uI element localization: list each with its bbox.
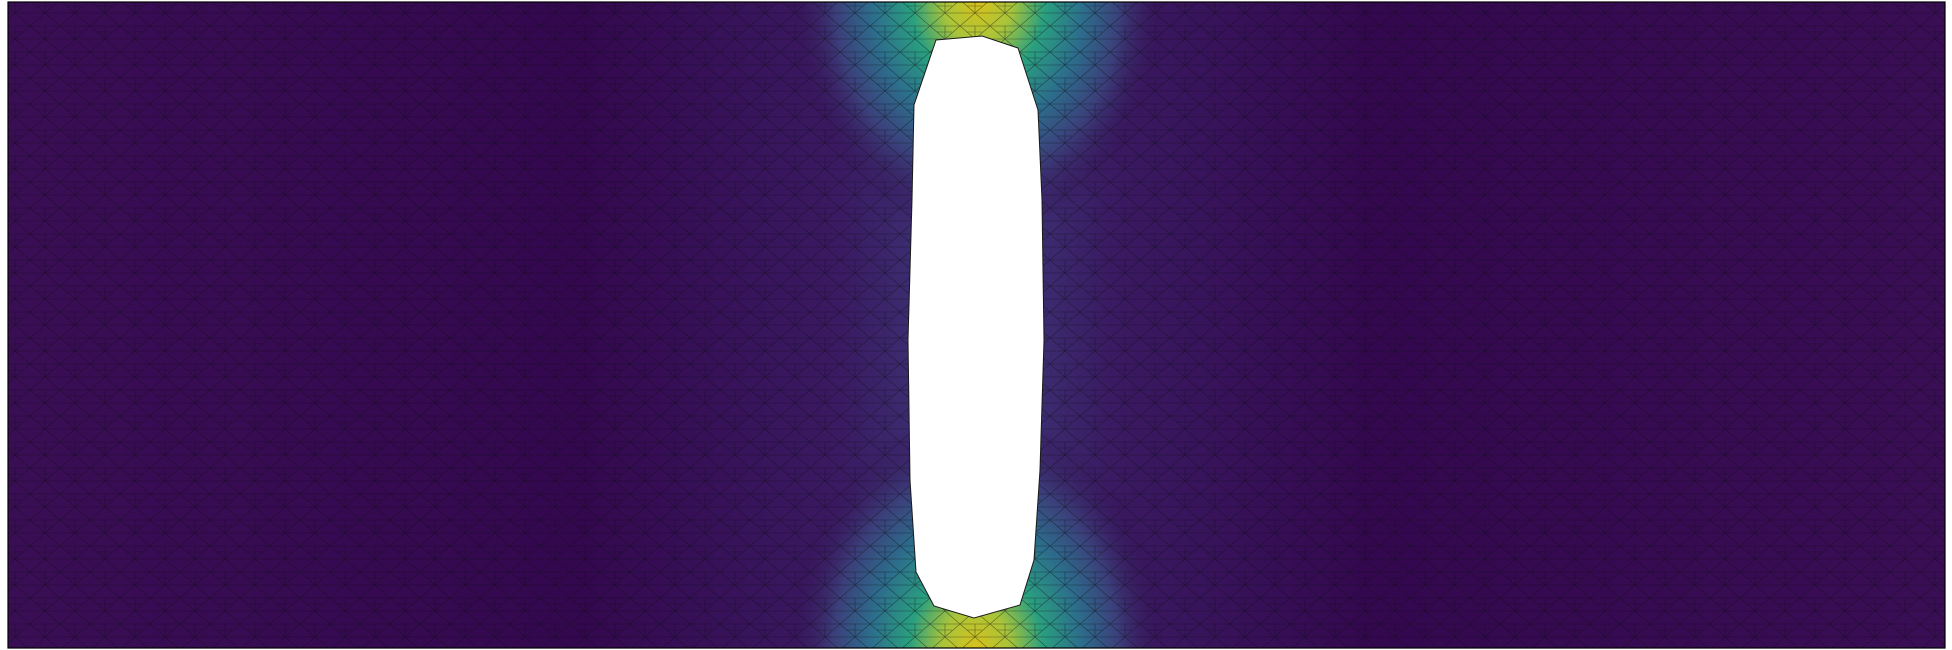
plate-border [7, 1, 1946, 649]
central-hole [907, 35, 1045, 619]
